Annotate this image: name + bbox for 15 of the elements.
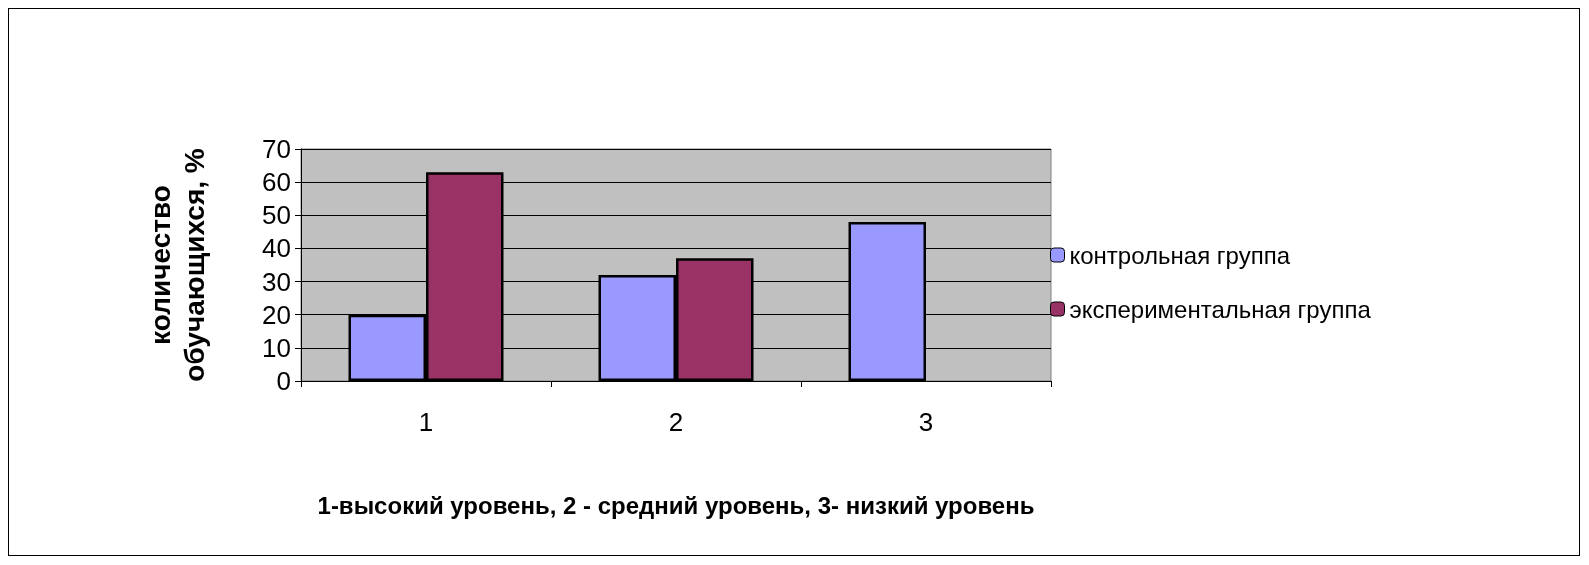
y-tick-label: 10 — [262, 332, 291, 363]
y-tick-label: 0 — [276, 366, 291, 396]
y-tick-label: 20 — [262, 299, 291, 330]
x-tick-label: 3 — [918, 407, 934, 437]
y-tick-label: 60 — [262, 167, 291, 198]
x-tick-label: 1 — [418, 407, 434, 437]
x-tick-label: 2 — [668, 407, 684, 437]
y-tick-label: 50 — [262, 200, 291, 231]
x-axis-title: 1-высокий уровень, 2 - средний уровень, 3- низкий уровень — [317, 491, 1035, 519]
y-tick-label: 70 — [262, 134, 291, 164]
y-tick-label: 30 — [262, 266, 291, 297]
y-axis-title: количество обучающихся, % — [144, 148, 210, 382]
y-tick-label: 40 — [262, 233, 291, 264]
legend-label: экспериментальная группа — [1069, 295, 1372, 323]
legend-label: контрольная группа — [1069, 241, 1291, 269]
